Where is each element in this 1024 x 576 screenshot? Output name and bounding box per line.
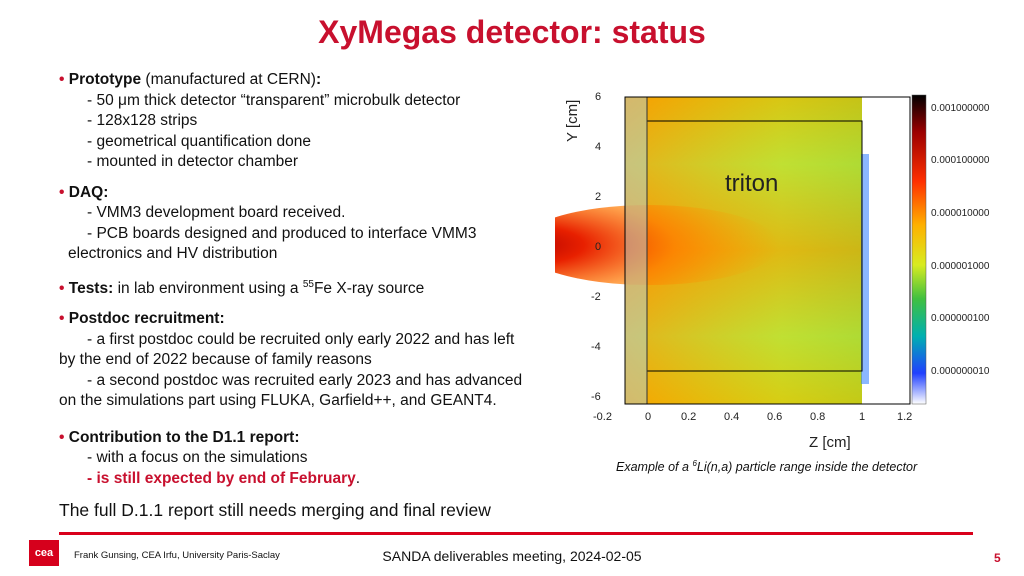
x-ticks: -0.2 0 0.2 0.4 0.6 0.8 1 1.2 — [593, 411, 912, 423]
y-tick-label: 2 — [595, 191, 601, 203]
figure-caption: Example of a 6Li(n,a) particle range ins… — [616, 459, 917, 474]
x-tick-label: 0.8 — [810, 411, 825, 423]
bullet-tests: • Tests: in lab environment using a 55Fe… — [59, 275, 579, 300]
colorbar-tick-label: 0.000001000 — [931, 261, 990, 272]
bullet-daq-head: DAQ: — [68, 183, 109, 201]
y-tick-label: 4 — [595, 141, 601, 153]
y-axis-label: Y [cm] — [564, 100, 581, 142]
bullet-dot: • — [59, 310, 65, 328]
bullet-postdoc: • Postdoc recruitment: - a first postdoc… — [59, 309, 579, 412]
plot-annotation: triton — [725, 170, 778, 197]
x-tick-label: 0.6 — [767, 411, 782, 423]
heatmap-edge-band — [861, 154, 869, 384]
footer-meeting: SANDA deliverables meeting, 2024-02-05 — [382, 548, 642, 564]
footer-author: Frank Gunsing, CEA Irfu, University Pari… — [74, 550, 280, 561]
bullet-prototype-item: - mounted in detector chamber — [87, 153, 299, 170]
bullet-prototype-item: - 50 μm thick detector “transparent” mic… — [87, 91, 461, 109]
y-tick-label: -2 — [591, 291, 601, 303]
bullet-tests-text-end: Fe X-ray source — [313, 279, 425, 297]
colorbar — [911, 94, 927, 405]
colorbar-tick-label: 0.001000000 — [931, 103, 990, 114]
bullet-tests-head: Tests: — [68, 279, 114, 297]
bullet-postdoc-item: - a first postdoc could be recruited onl… — [87, 330, 515, 348]
colorbar-tick-label: 0.000000010 — [931, 366, 990, 377]
bullet-dot: • — [59, 428, 65, 446]
colorbar-tick-label: 0.000100000 — [931, 155, 990, 166]
y-tick-label: 6 — [595, 91, 601, 103]
x-tick-label: 1.2 — [897, 411, 912, 423]
x-tick-label: 1 — [859, 411, 865, 423]
x-axis-label: Z [cm] — [809, 434, 851, 451]
bullet-prototype-head: Prototype — [68, 71, 142, 88]
page-number: 5 — [994, 551, 1001, 565]
footer-divider — [59, 532, 973, 535]
bullet-tests-superscript: 55 — [302, 278, 314, 290]
bullet-contribution-head: Contribution to the D1.1 report: — [68, 428, 300, 446]
bullet-daq-item: - PCB boards designed and produced to in… — [87, 224, 477, 242]
bullet-postdoc-continuation: on the simulations part using FLUKA, Gar… — [59, 392, 497, 410]
y-ticks: 6 4 2 0 -2 -4 -6 — [591, 91, 601, 403]
bullet-dot: • — [59, 71, 65, 88]
y-tick-label: -4 — [591, 341, 601, 353]
bullet-postdoc-continuation: by the end of 2022 because of family rea… — [59, 351, 372, 369]
bullet-contribution-item: - with a focus on the simulations — [87, 449, 308, 467]
bullet-dot: • — [59, 183, 65, 201]
range-plot: triton 6 4 2 0 -2 -4 -6 -0.2 0 0.2 0.4 0… — [555, 91, 990, 451]
x-tick-label: 0 — [645, 411, 651, 423]
slide-title: XyMegas detector: status — [318, 14, 706, 50]
colorbar-tick-label: 0.000000100 — [931, 313, 990, 324]
bullet-prototype-colon: : — [315, 71, 322, 88]
bullet-postdoc-head: Postdoc recruitment: — [68, 310, 225, 328]
bullet-prototype: • Prototype (manufactured at CERN): - 50… — [59, 70, 579, 173]
bullet-contribution-highlight: - is still expected by end of February — [87, 469, 356, 487]
x-tick-label: 0.4 — [724, 411, 739, 423]
bullet-contribution: • Contribution to the D1.1 report: - wit… — [59, 428, 579, 490]
bullet-contribution-period: . — [355, 469, 361, 487]
colorbar-tick-label: 0.000010000 — [931, 208, 990, 219]
bullet-daq: • DAQ: - VMM3 development board received… — [59, 183, 579, 265]
y-tick-label: 0 — [595, 241, 601, 253]
heatmap-left-band — [625, 97, 647, 404]
bullet-tests-text: in lab environment using a — [117, 279, 299, 297]
bullet-dot: • — [59, 279, 65, 297]
caption-text: Example of a — [616, 460, 689, 475]
caption-superscript: 6 — [692, 459, 697, 468]
plot-frame — [624, 96, 911, 405]
caption-text-end: Li(n,a) particle range inside the detect… — [696, 460, 918, 475]
bullet-daq-item: - VMM3 development board received. — [87, 204, 346, 221]
x-tick-label: -0.2 — [593, 411, 612, 423]
bullet-list: • Prototype (manufactured at CERN): - 50… — [59, 70, 579, 499]
bullet-prototype-note: (manufactured at CERN) — [145, 71, 316, 88]
bullet-prototype-item: - geometrical quantification done — [87, 132, 312, 150]
colorbar-ticks: 0.001000000 0.000100000 0.000010000 0.00… — [931, 103, 990, 377]
x-tick-label: 0.2 — [681, 411, 696, 423]
heatmap-hotspot — [555, 205, 779, 285]
y-tick-label: -6 — [591, 391, 601, 403]
cea-logo: cea — [29, 540, 59, 566]
review-note: The full D.1.1 report still needs mergin… — [59, 500, 491, 520]
bullet-prototype-item: - 128x128 strips — [87, 112, 198, 129]
bullet-daq-continuation: electronics and HV distribution — [68, 245, 278, 262]
heatmap-empty-region — [862, 97, 910, 404]
bullet-postdoc-item: - a second postdoc was recruited early 2… — [87, 371, 523, 389]
